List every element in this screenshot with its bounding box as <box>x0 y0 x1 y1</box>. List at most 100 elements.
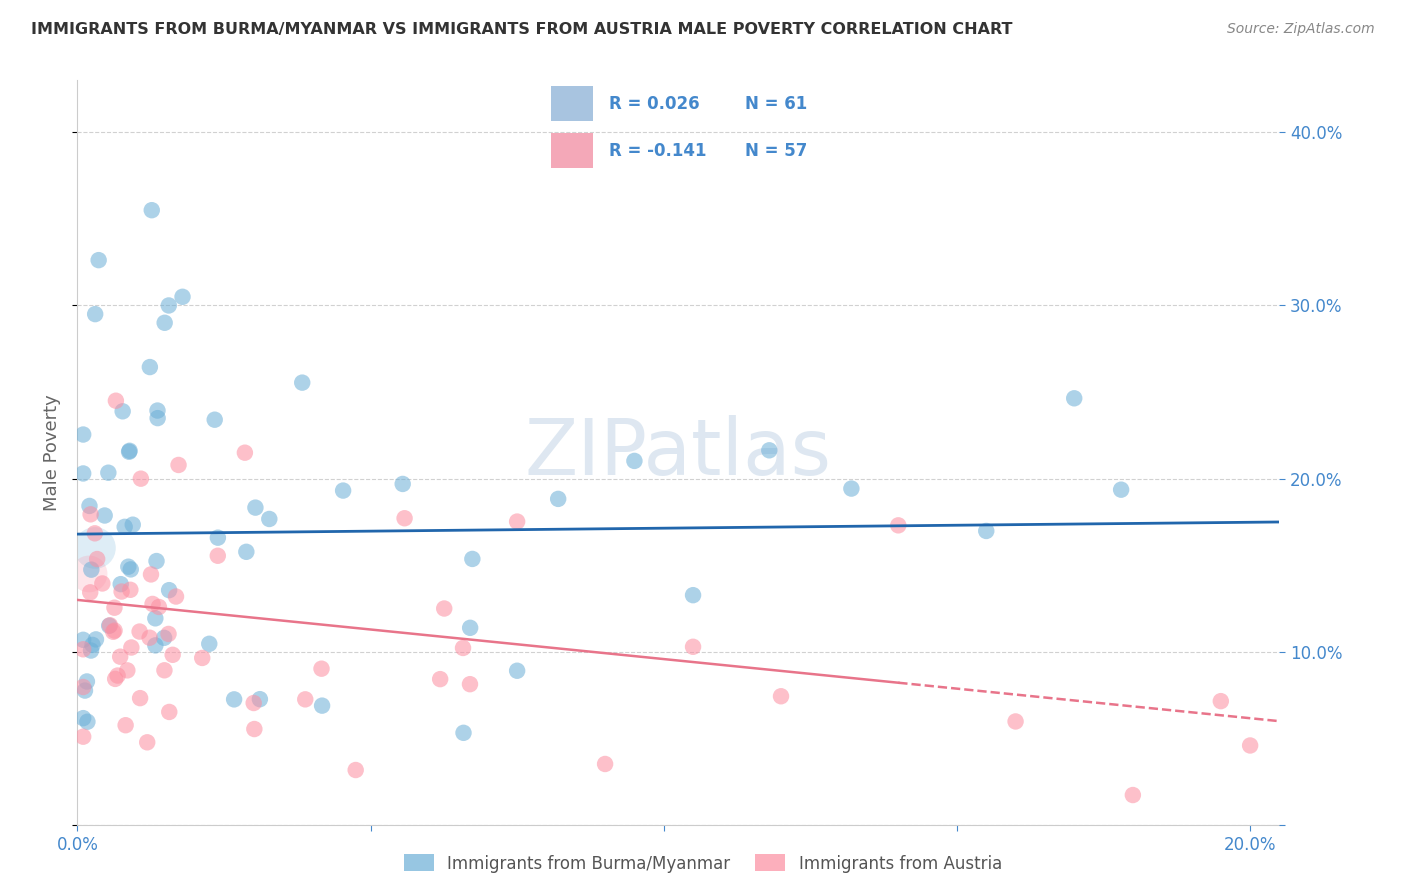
Point <box>224 692 246 706</box>
Point <box>118 443 141 458</box>
Point <box>458 677 481 691</box>
Point <box>139 360 162 375</box>
Point <box>121 517 143 532</box>
Point <box>93 508 115 523</box>
Text: R = 0.026: R = 0.026 <box>609 95 700 112</box>
Point <box>233 446 256 460</box>
Point <box>72 642 94 657</box>
Point <box>249 692 271 706</box>
Point <box>110 577 132 591</box>
Point <box>79 499 101 513</box>
Bar <box>551 133 593 168</box>
Point <box>79 508 101 522</box>
Point <box>97 466 120 480</box>
Point <box>332 483 354 498</box>
Point <box>128 624 150 639</box>
Point <box>146 411 169 425</box>
Legend: Immigrants from Burma/Myanmar, Immigrants from Austria: Immigrants from Burma/Myanmar, Immigrant… <box>398 847 1008 880</box>
Text: R = -0.141: R = -0.141 <box>609 142 707 160</box>
Point <box>72 730 94 744</box>
Point <box>311 698 333 713</box>
Point <box>207 531 229 545</box>
Point <box>118 444 141 458</box>
Point <box>129 691 152 706</box>
Point <box>153 316 176 330</box>
Y-axis label: Male Poverty: Male Poverty <box>44 394 62 511</box>
Point <box>259 512 281 526</box>
Point <box>103 624 125 639</box>
Point <box>103 624 125 638</box>
Text: IMMIGRANTS FROM BURMA/MYANMAR VS IMMIGRANTS FROM AUSTRIA MALE POVERTY CORRELATIO: IMMIGRANTS FROM BURMA/MYANMAR VS IMMIGRA… <box>31 22 1012 37</box>
Point <box>72 680 94 694</box>
Point <box>153 631 176 645</box>
Point <box>157 583 180 598</box>
Point <box>547 491 569 506</box>
Point <box>84 541 107 555</box>
Point <box>129 472 152 486</box>
Point <box>82 638 104 652</box>
Point <box>117 664 139 678</box>
Point <box>138 631 160 645</box>
Point <box>207 549 229 563</box>
Point <box>769 690 792 704</box>
Point <box>887 518 910 533</box>
Point <box>204 413 226 427</box>
Point <box>84 307 107 321</box>
Point <box>157 298 180 312</box>
Point <box>344 763 367 777</box>
Point <box>294 692 316 706</box>
Point <box>458 621 481 635</box>
Point <box>143 611 166 625</box>
Point <box>145 554 167 568</box>
Point <box>153 663 176 677</box>
Point <box>245 500 267 515</box>
Point <box>104 672 127 686</box>
Point <box>103 600 125 615</box>
Point <box>506 515 529 529</box>
Point <box>98 618 121 632</box>
Point <box>974 524 997 538</box>
Point <box>72 711 94 725</box>
Point <box>235 545 257 559</box>
Point <box>72 632 94 647</box>
Point <box>108 649 131 664</box>
Point <box>136 735 159 749</box>
Point <box>172 290 194 304</box>
Point <box>682 588 704 602</box>
Point <box>141 203 163 218</box>
Point <box>76 714 98 729</box>
Point <box>461 552 484 566</box>
Point <box>117 559 139 574</box>
Point <box>157 627 180 641</box>
Point <box>120 640 142 655</box>
Point <box>429 672 451 686</box>
Point <box>243 722 266 736</box>
Point <box>165 590 187 604</box>
Point <box>311 662 333 676</box>
Point <box>841 482 863 496</box>
Point <box>77 566 100 581</box>
Point <box>86 552 108 566</box>
Point <box>623 454 645 468</box>
Text: N = 57: N = 57 <box>745 142 807 160</box>
Point <box>1239 739 1261 753</box>
Point <box>139 567 162 582</box>
Point <box>451 640 474 655</box>
Point <box>73 683 96 698</box>
Point <box>72 427 94 442</box>
Point <box>79 585 101 599</box>
Point <box>80 643 103 657</box>
Point <box>107 668 129 682</box>
Point <box>80 563 103 577</box>
Point <box>91 576 114 591</box>
Point <box>87 253 110 268</box>
Point <box>162 648 184 662</box>
Point <box>83 526 105 541</box>
Point <box>114 520 136 534</box>
Text: N = 61: N = 61 <box>745 95 807 112</box>
Point <box>1209 694 1232 708</box>
Point <box>391 477 413 491</box>
Point <box>146 403 169 417</box>
Point <box>114 718 136 732</box>
Point <box>84 632 107 647</box>
